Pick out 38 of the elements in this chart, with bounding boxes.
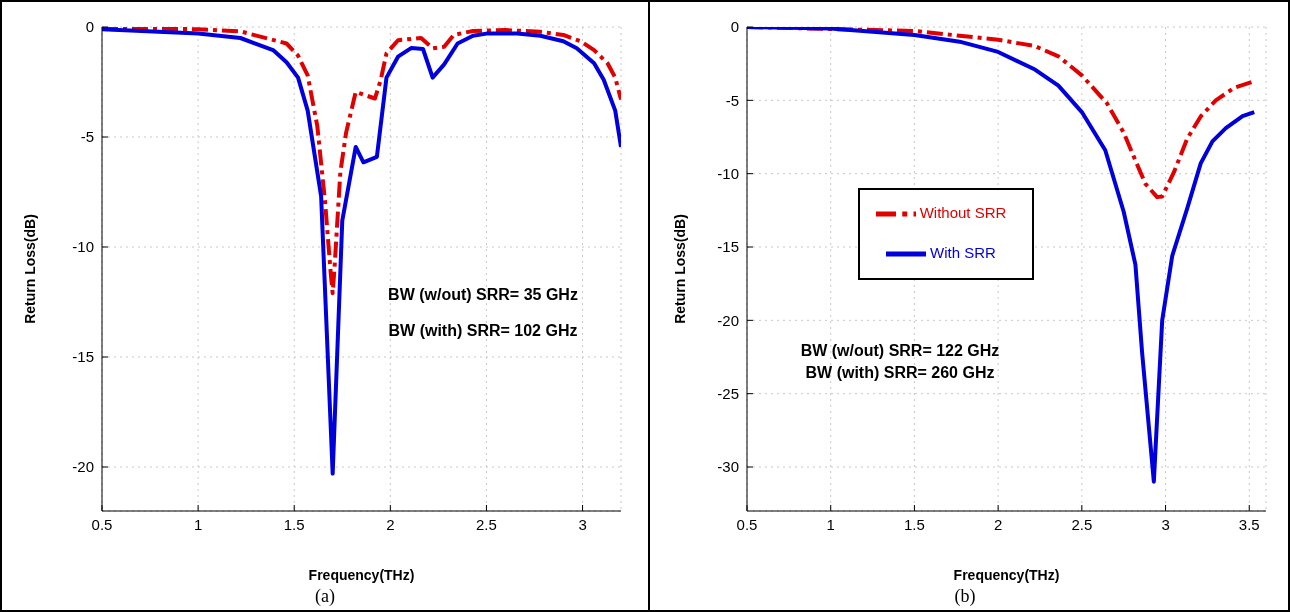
legend-label: Without SRR [919, 203, 1007, 221]
annotation: BW (with) SRR= 102 GHz [387, 322, 579, 340]
y-tick-label: -30 [717, 458, 739, 476]
y-tick-label: -10 [717, 164, 739, 182]
x-tick-label: 1.5 [903, 515, 925, 533]
y-axis-title: Return Loss(dB) [671, 214, 688, 324]
y-tick-label: -5 [80, 128, 94, 146]
x-tick-label: 3 [1161, 515, 1170, 533]
y-axis-title: Return Loss(dB) [21, 214, 38, 324]
x-tick-label: 3 [578, 515, 587, 533]
y-tick-label: -15 [717, 238, 739, 256]
x-axis-title: Frequency(THz) [308, 567, 415, 583]
y-tick-label: 0 [85, 18, 94, 36]
y-tick-label: -15 [72, 348, 94, 366]
y-tick-label: 0 [730, 18, 739, 36]
x-tick-label: 2.5 [476, 515, 497, 533]
x-tick-label: 2 [386, 515, 395, 533]
annotation: BW (with) SRR= 260 GHz [804, 364, 996, 382]
y-tick-label: -10 [72, 238, 94, 256]
y-tick-label: -20 [72, 458, 94, 476]
y-tick-label: -20 [717, 311, 739, 329]
x-tick-label: 2.5 [1071, 515, 1093, 533]
x-tick-label: 0.5 [736, 515, 758, 533]
x-tick-label: 1 [193, 515, 203, 533]
text: (a) [314, 586, 336, 607]
x-tick-label: 1 [826, 515, 835, 533]
line-series [747, 27, 1257, 484]
legend-label: With SRR [930, 243, 996, 261]
x-tick-label: 2 [993, 515, 1003, 533]
x-axis-title: Frequency(THz) [953, 567, 1060, 583]
x-tick-label: 3.5 [1238, 515, 1260, 533]
annotation: BW (w/out) SRR= 35 GHz [387, 286, 579, 304]
x-tick-label: 1.5 [283, 515, 305, 533]
text: (b) [953, 586, 977, 607]
y-tick-label: -25 [717, 384, 739, 402]
annotation: BW (w/out) SRR= 122 GHz [799, 342, 1001, 360]
x-tick-label: 0.5 [91, 515, 113, 533]
y-tick-label: -5 [725, 91, 739, 109]
